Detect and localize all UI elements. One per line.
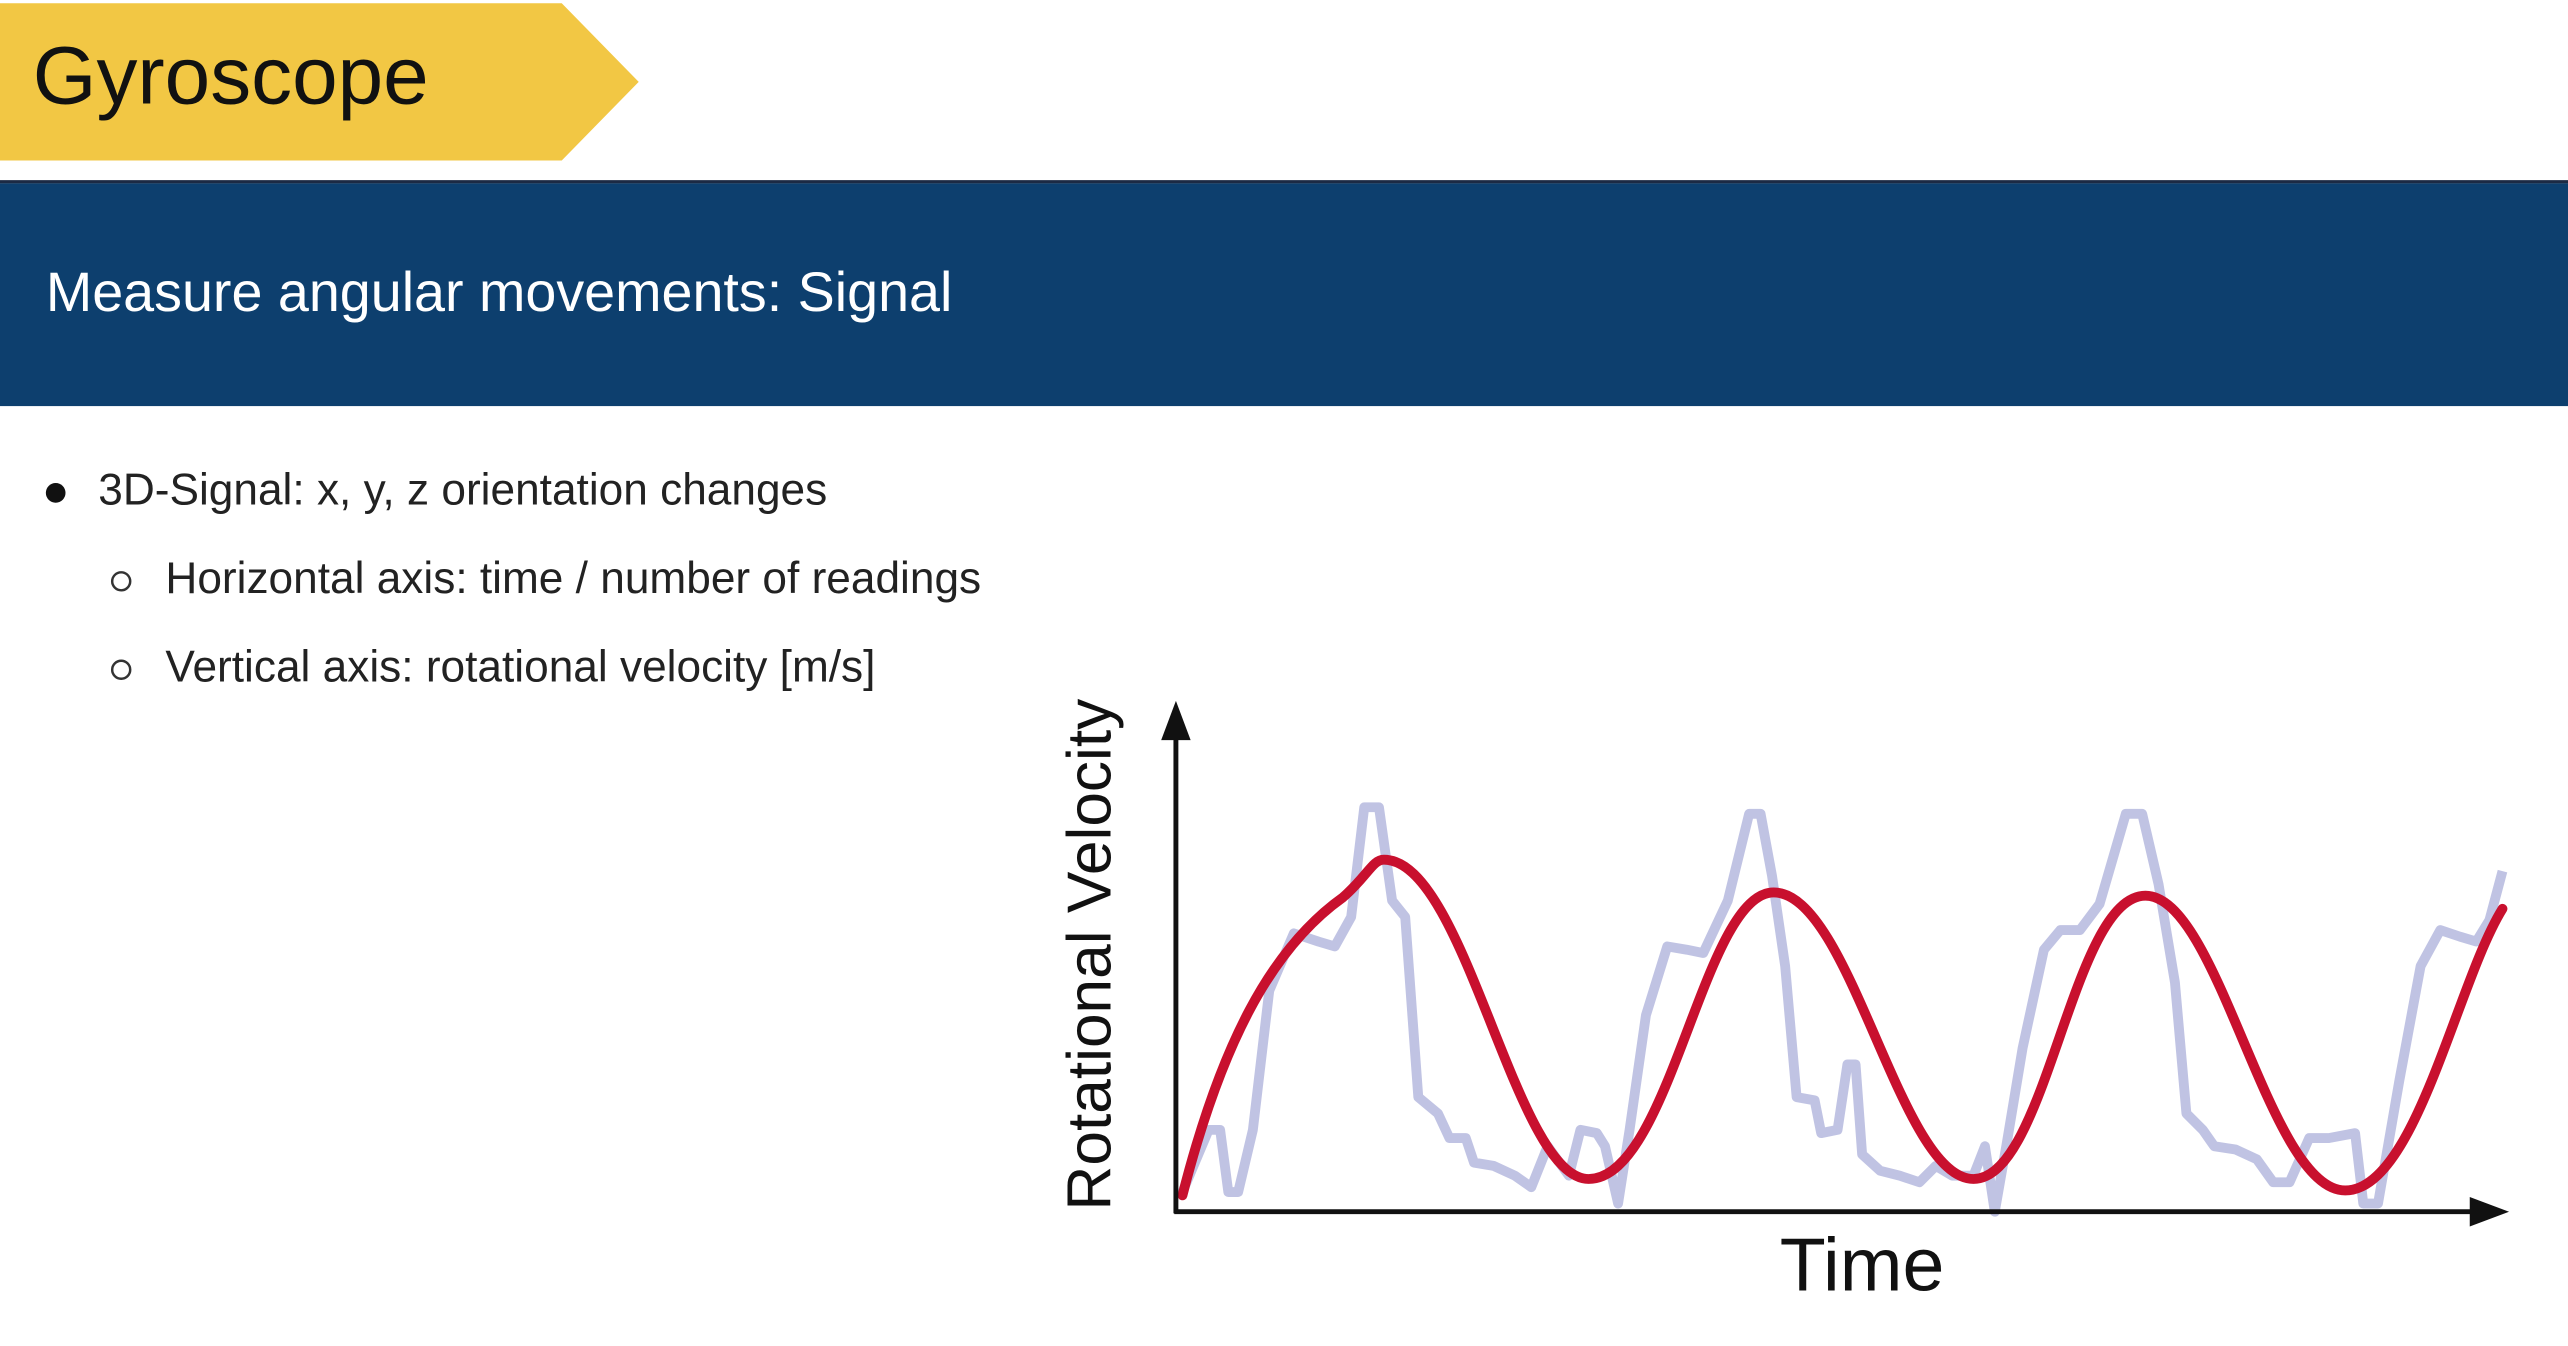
sub-bullet-text: Horizontal axis: time / number of readin… (165, 554, 981, 603)
x-axis-label: Time (1780, 1223, 1945, 1307)
subtitle-band (0, 183, 2568, 407)
sub-bullet-dot (110, 571, 132, 592)
rule (0, 180, 2568, 184)
smoothed-signal (1177, 854, 2508, 1201)
sub-bullet-text: Vertical axis: rotational velocity [m/s] (165, 642, 875, 691)
bullet-dot (45, 483, 66, 503)
subtitle: Measure angular movements: Signal (46, 261, 953, 323)
slide-title: Gyroscope (33, 31, 429, 122)
bullet-text: 3D-Signal: x, y, z orientation changes (98, 466, 827, 515)
raw-signal (1177, 802, 2508, 1217)
y-axis-arrow (1161, 700, 1191, 741)
sub-bullet-dot (110, 659, 132, 680)
y-axis-label: Rotational Velocity (1055, 699, 1124, 1211)
signal-figure: Rotational Velocity Time (1055, 699, 2510, 1307)
x-axis-arrow (2469, 1196, 2510, 1227)
title-tag (0, 3, 639, 161)
